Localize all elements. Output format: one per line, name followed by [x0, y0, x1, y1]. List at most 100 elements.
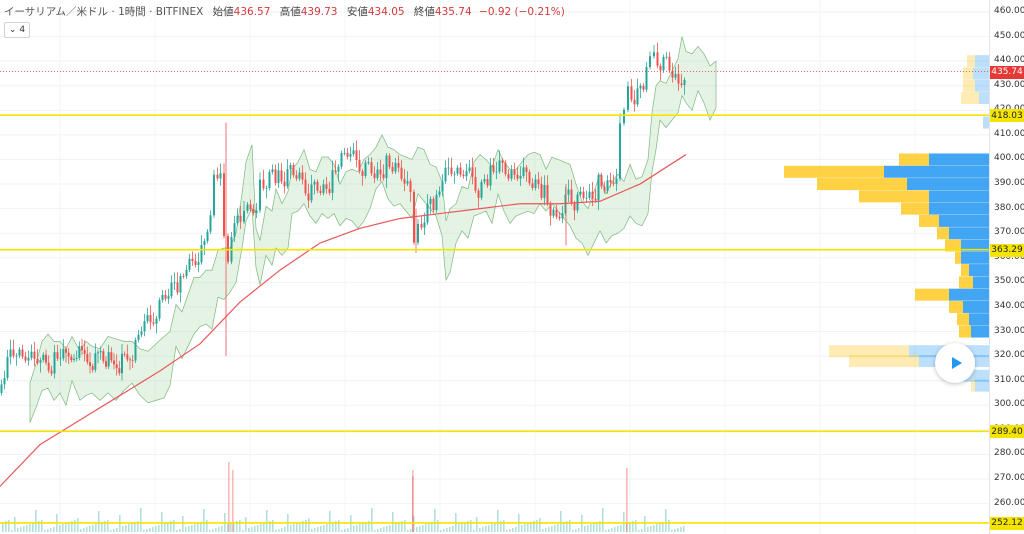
candle-body: [129, 359, 131, 361]
vp-up-bar: [975, 55, 989, 68]
volume-bar: [248, 528, 250, 532]
volume-bar: [668, 520, 670, 532]
volume-bar: [434, 509, 436, 532]
indicator-toggle[interactable]: ⌄ 4: [4, 22, 30, 38]
candle-body: [27, 357, 30, 361]
volume-bar: [425, 524, 427, 532]
volume-bar: [413, 516, 415, 532]
candle-body: [73, 358, 75, 360]
candle-body: [246, 204, 249, 211]
vp-up-bar: [939, 214, 989, 227]
candle-body: [394, 162, 397, 172]
volume-bar: [422, 525, 424, 532]
volume-bar: [389, 525, 391, 532]
volume-bar: [326, 524, 328, 532]
volume-bar: [449, 527, 451, 532]
cloud-band: [29, 36, 717, 423]
candle-body: [513, 170, 516, 175]
volume-bar: [335, 521, 337, 532]
candle-body: [540, 184, 543, 198]
candle-body: [65, 348, 67, 353]
candle-body: [358, 159, 361, 172]
candle-body: [143, 321, 146, 332]
vp-up-bar: [975, 379, 989, 392]
candle-body: [140, 331, 143, 335]
volume-bar: [614, 527, 616, 532]
volume-bar: [512, 528, 514, 532]
volume-bar: [428, 523, 430, 532]
candle-body: [78, 346, 81, 358]
volume-bar: [149, 528, 151, 532]
candle-body: [619, 123, 621, 179]
volume-bar: [584, 526, 586, 532]
vp-down-bar: [945, 239, 961, 252]
candle-body: [662, 56, 665, 71]
volume-bar: [605, 530, 607, 532]
volume-bar: [470, 520, 472, 532]
moving-average: [0, 154, 687, 487]
candle-body: [397, 162, 400, 168]
volume-bar: [29, 524, 31, 532]
play-button[interactable]: [935, 343, 975, 383]
volume-bar: [548, 527, 550, 532]
candle-body: [75, 357, 78, 359]
volume-bar: [554, 525, 556, 532]
volume-bar: [215, 528, 217, 532]
candle-body: [316, 181, 319, 191]
vp-down-bar: [849, 355, 919, 368]
volume-bar: [92, 525, 94, 532]
volume-bar: [383, 527, 385, 532]
candle-body: [295, 175, 298, 179]
candle-body: [659, 65, 662, 71]
volume-bar: [650, 526, 652, 532]
candle-body: [516, 174, 519, 179]
volume-bar: [146, 529, 148, 532]
grid: [0, 0, 989, 534]
horizontal-levels[interactable]: [0, 71, 989, 524]
price-tick-label: 400.00: [994, 153, 1024, 164]
volume-bar: [296, 523, 298, 532]
vp-down-bar: [899, 153, 929, 166]
volume-bar: [626, 468, 628, 532]
volume-bar: [8, 520, 10, 532]
volume-bar: [218, 527, 220, 532]
level-price-tag: 363.29: [990, 243, 1024, 257]
volume-bar: [482, 527, 484, 532]
candle-body: [59, 358, 62, 360]
candle-body: [388, 155, 391, 167]
candle-body: [630, 86, 633, 100]
close-label: 終値: [413, 6, 435, 18]
volume-bar: [41, 520, 43, 532]
volume-bar: [77, 518, 79, 532]
volume-bar: [260, 524, 262, 532]
candle-body: [656, 52, 659, 66]
volume-bar: [347, 528, 349, 532]
high-label: 高値: [279, 6, 301, 18]
candle-body: [429, 198, 432, 204]
volume-bar: [179, 529, 181, 532]
candle-body: [173, 282, 176, 284]
volume-bar: [203, 509, 205, 532]
volume-bar: [557, 524, 559, 532]
volume-bar: [44, 530, 46, 532]
volume-bar: [671, 530, 673, 532]
candle-body: [70, 356, 73, 360]
volume-bar: [599, 521, 601, 532]
volume-bar: [395, 523, 397, 532]
vp-down-bar: [919, 214, 939, 227]
open-value: 436.57: [233, 6, 271, 18]
volume-bar: [593, 523, 595, 532]
candle-body: [420, 223, 423, 228]
candle-body: [39, 360, 42, 363]
volume-bar: [374, 530, 376, 532]
candle-body: [567, 189, 570, 195]
candle-body: [50, 370, 53, 374]
candle-body: [382, 174, 385, 179]
candle-body: [319, 190, 322, 193]
candle-body: [519, 175, 522, 179]
candle-body: [468, 167, 471, 172]
volume-bar: [50, 528, 52, 532]
volume-bar: [89, 526, 91, 532]
volume-bar: [314, 528, 316, 532]
